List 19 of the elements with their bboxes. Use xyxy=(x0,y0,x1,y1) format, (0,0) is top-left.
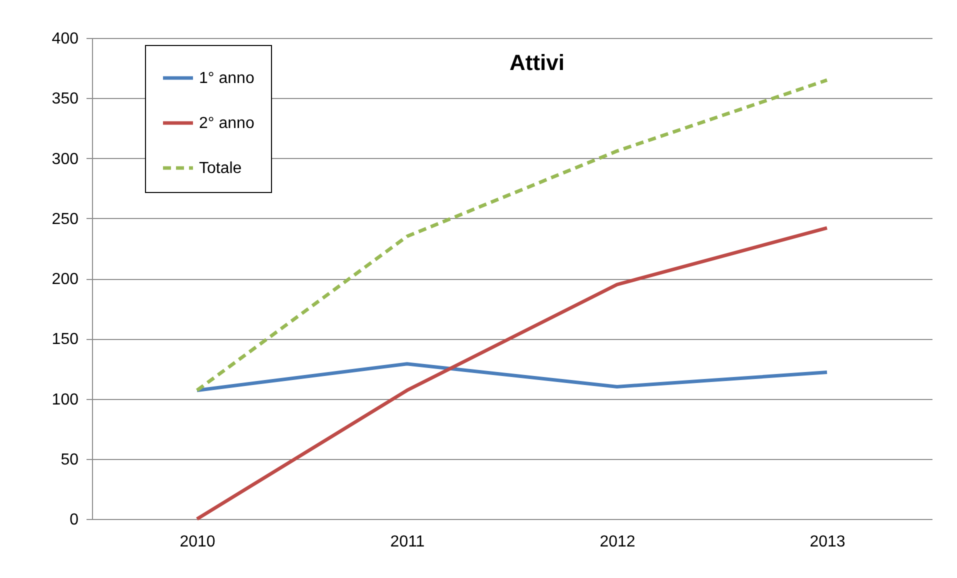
x-tick-label: 2011 xyxy=(390,534,425,550)
x-tick-label: 2012 xyxy=(600,534,636,550)
legend-label: 1° anno xyxy=(199,70,254,87)
y-tick-label: 400 xyxy=(52,30,79,48)
text: Attivi xyxy=(510,50,564,75)
y-tick-label: 350 xyxy=(52,90,79,108)
line-series xyxy=(195,362,829,392)
y-tick-label: 300 xyxy=(52,150,79,168)
y-tick-label: 50 xyxy=(60,451,79,468)
line-series xyxy=(195,226,829,521)
legend-label: 2° anno xyxy=(199,115,254,132)
y-tick-label: 200 xyxy=(52,271,79,288)
y-tick-label: 150 xyxy=(52,331,79,348)
y-tick-label: 250 xyxy=(52,210,79,228)
legend-label: Totale xyxy=(199,160,242,177)
y-tick-label: 0 xyxy=(70,512,79,528)
x-tick-label: 2010 xyxy=(180,534,216,550)
y-tick-label: 100 xyxy=(52,391,79,408)
x-tick-label: 2013 xyxy=(810,534,846,550)
